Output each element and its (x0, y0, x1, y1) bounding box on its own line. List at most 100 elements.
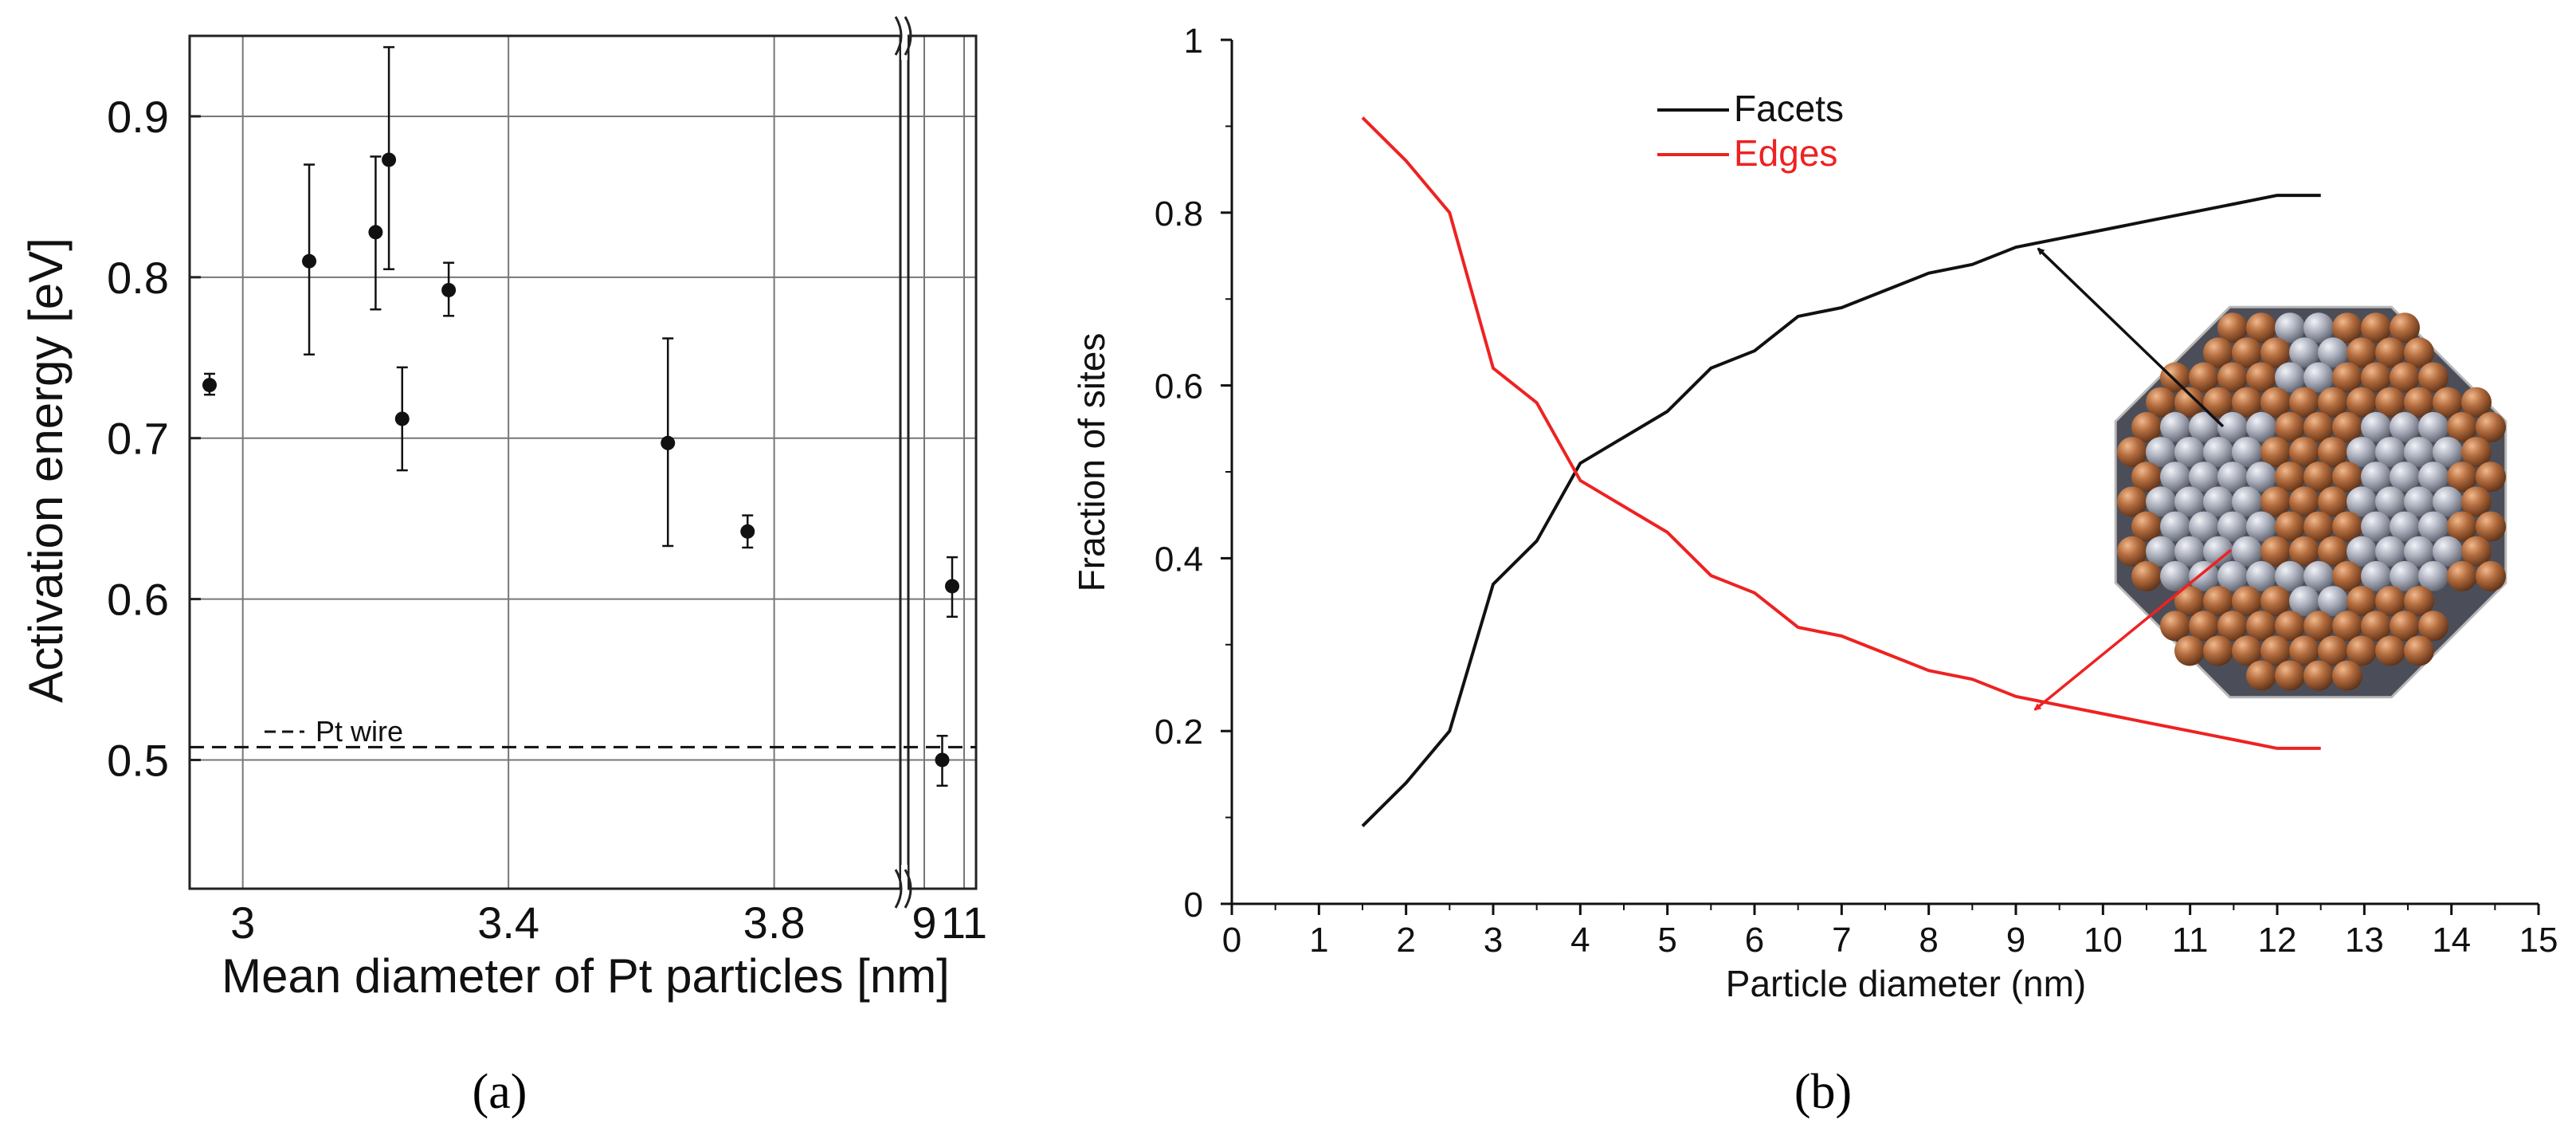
inset-atom-41 (2246, 411, 2276, 442)
inset-atom-82 (2289, 486, 2319, 517)
inset-atom-66 (2217, 461, 2248, 493)
panel-b-x-axis-label: Particle diameter (nm) (1726, 963, 2086, 1004)
inset-atom-159 (2332, 660, 2362, 691)
inset-atom-122 (2332, 560, 2362, 591)
inset-atom-26 (2174, 387, 2205, 418)
panel-a-x-axis-label: Mean diameter of Pt particles [nm] (222, 949, 950, 1003)
a-point-0 (202, 372, 218, 396)
inset-atom-49 (2476, 411, 2506, 442)
a-point-8 (935, 734, 950, 787)
inset-atom-13 (2375, 337, 2405, 368)
inset-atom-99 (2418, 511, 2449, 542)
inset-atom-65 (2189, 461, 2219, 493)
inset-atom-152 (2318, 635, 2348, 666)
a-ytick-label-3: 0.8 (107, 253, 169, 303)
inset-atom-134 (2347, 586, 2377, 617)
legend-label-facets: Facets (1734, 88, 1844, 129)
inset-atom-156 (2246, 660, 2276, 691)
inset-atom-106 (2232, 536, 2262, 567)
inset-atom-28 (2232, 387, 2262, 418)
inset-atom-94 (2275, 511, 2305, 542)
inset-atom-107 (2260, 536, 2291, 567)
inset-atom-155 (2404, 635, 2434, 666)
panel-b-series-lines (1361, 116, 2321, 827)
panel-a-y-axis-label: Activation energy [eV] (19, 238, 73, 703)
panel-a-ticks: 0.5 0.6 0.7 0.8 0.9 3 3.4 3.8 9 11 (107, 92, 987, 948)
inset-atom-12 (2347, 337, 2377, 368)
a-marker-4 (394, 411, 410, 426)
inset-atom-70 (2332, 461, 2362, 493)
inset-atom-135 (2375, 586, 2405, 617)
inset-atom-142 (2304, 611, 2334, 642)
inset-atom-51 (2146, 437, 2176, 468)
inset-atom-6 (2390, 312, 2420, 344)
inset-atom-105 (2203, 536, 2233, 567)
a-break-gap-0 (901, 12, 908, 60)
inset-atom-61 (2433, 437, 2463, 468)
a-marker-5 (441, 282, 457, 297)
a-marker-3 (382, 152, 397, 167)
a-xtick-label-b-0: 9 (912, 897, 936, 948)
panel-b-arrows (2033, 247, 2233, 711)
panel-a-pt-wire-legend-label: Pt wire (316, 715, 403, 748)
inset-atom-24 (2418, 362, 2449, 393)
inset-atom-111 (2375, 536, 2405, 567)
b-ytick-label-2: 0.4 (1155, 540, 1203, 579)
inset-atom-15 (2160, 362, 2190, 393)
inset-atom-153 (2347, 635, 2377, 666)
inset-atom-78 (2174, 486, 2205, 517)
b-ytick-label-5: 1 (1184, 22, 1203, 61)
inset-atom-9 (2260, 337, 2291, 368)
inset-atom-10 (2289, 337, 2319, 368)
inset-atom-40 (2217, 411, 2248, 442)
inset-atom-121 (2304, 560, 2334, 591)
a-marker-8 (935, 752, 950, 768)
inset-atom-73 (2418, 461, 2449, 493)
inset-atom-87 (2433, 486, 2463, 517)
inset-atom-19 (2275, 362, 2305, 393)
a-marker-6 (661, 435, 676, 450)
b-xtick-label-3: 3 (1484, 921, 1503, 960)
inset-atom-126 (2447, 560, 2477, 591)
a-point-2 (368, 155, 383, 311)
inset-atom-113 (2433, 536, 2463, 567)
inset-atom-56 (2289, 437, 2319, 468)
panel-a-axis-break-icon (894, 12, 912, 913)
inset-atom-129 (2203, 586, 2233, 617)
inset-atom-144 (2361, 611, 2391, 642)
inset-atom-117 (2189, 560, 2219, 591)
inset-atom-62 (2461, 437, 2492, 468)
a-xtick-label-0: 3 (230, 897, 255, 948)
inset-atom-147 (2174, 635, 2205, 666)
inset-atom-97 (2361, 511, 2391, 542)
inset-atom-23 (2390, 362, 2420, 393)
inset-atom-18 (2246, 362, 2276, 393)
b-xtick-label-13: 13 (2345, 921, 2384, 960)
a-ytick-label-0: 0.5 (107, 735, 169, 785)
inset-atom-17 (2217, 362, 2248, 393)
inset-atom-92 (2217, 511, 2248, 542)
b-xtick-label-4: 4 (1570, 921, 1590, 960)
inset-atom-139 (2217, 611, 2248, 642)
b-xtick-label-15: 15 (2519, 921, 2558, 960)
inset-atom-120 (2275, 560, 2305, 591)
inset-atom-59 (2375, 437, 2405, 468)
inset-atom-1 (2246, 312, 2276, 344)
inset-atom-143 (2332, 611, 2362, 642)
inset-atom-39 (2189, 411, 2219, 442)
inset-atom-148 (2203, 635, 2233, 666)
panel-a-chart: 0.5 0.6 0.7 0.8 0.9 3 3.4 3.8 9 11 Mean diameter … (19, 12, 987, 1119)
inset-atom-84 (2347, 486, 2377, 517)
b-ytick-label-3: 0.6 (1155, 367, 1203, 406)
inset-atom-52 (2174, 437, 2205, 468)
b-xtick-label-0: 0 (1222, 921, 1241, 960)
inset-atom-146 (2418, 611, 2449, 642)
b-series-line-edges (1361, 116, 2321, 750)
a-frame-break (907, 34, 978, 890)
a-marker-9 (945, 579, 959, 594)
inset-atom-149 (2232, 635, 2262, 666)
b-xtick-label-12: 12 (2258, 921, 2297, 960)
inset-atom-48 (2447, 411, 2477, 442)
